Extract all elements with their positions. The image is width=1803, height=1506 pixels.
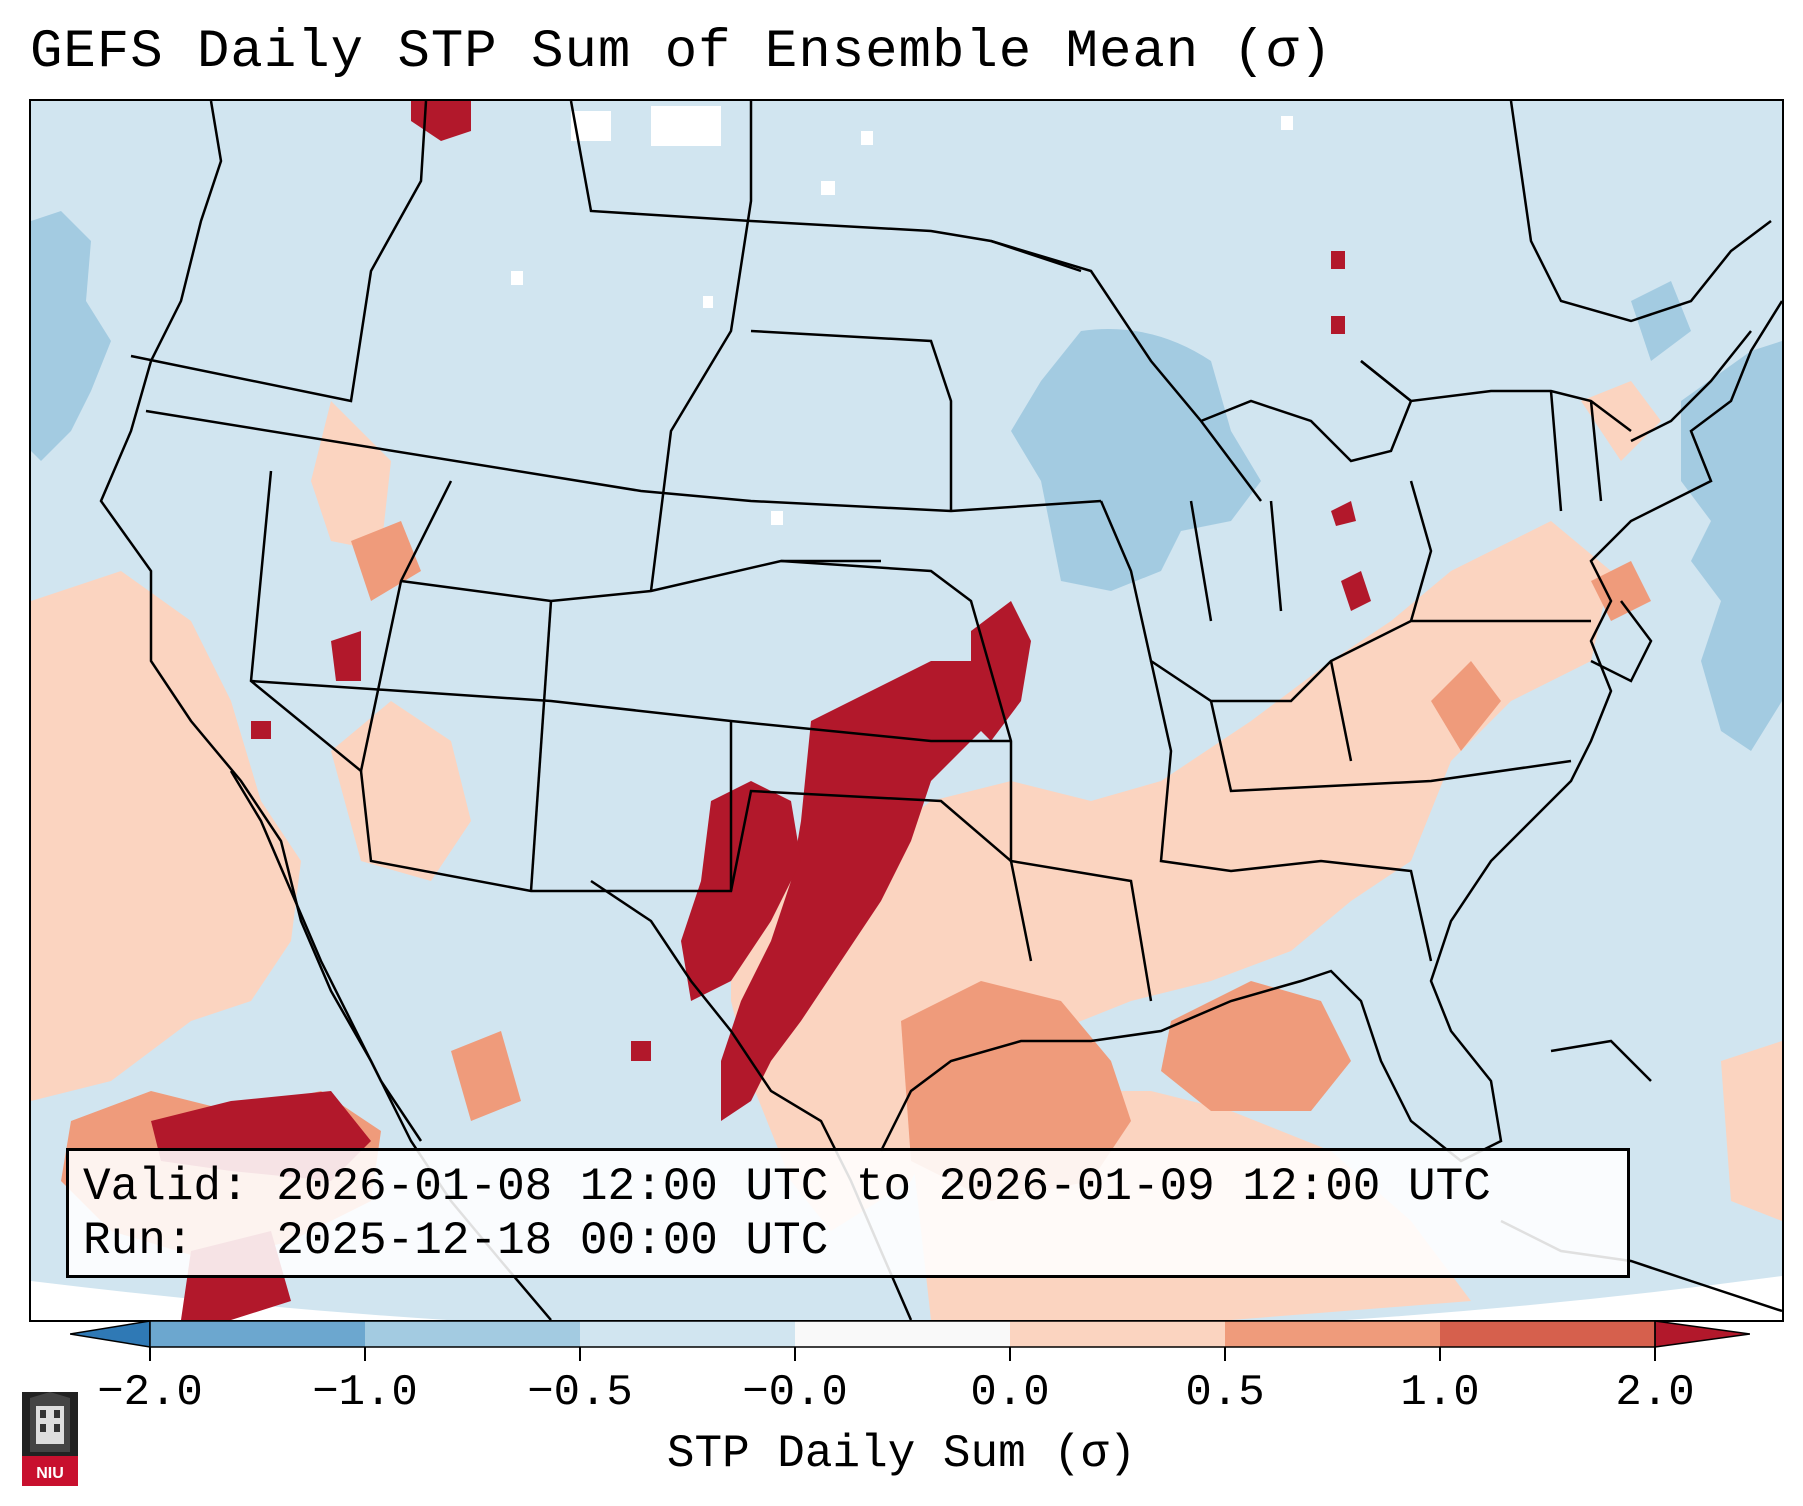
colorbar-segments — [70, 1320, 1750, 1348]
colorbar-tick-marks — [149, 1347, 1656, 1361]
colorbar — [70, 1320, 1750, 1361]
boundary-lines — [99, 101, 1782, 1320]
colorbar-segment — [1440, 1321, 1655, 1347]
colorbar-segment — [365, 1321, 580, 1347]
colorbar-outline — [149, 1320, 1656, 1348]
colorbar-extend-low — [70, 1320, 151, 1348]
colorbar-label: STP Daily Sum (σ) — [666, 1428, 1137, 1480]
valid-run-info-box: Valid: 2026-01-08 12:00 UTC to 2026-01-0… — [66, 1148, 1630, 1278]
map-canvas — [31, 101, 1782, 1320]
colorbar-tick-label: 0.5 — [1185, 1368, 1265, 1418]
run-time-text: Run: 2025-12-18 00:00 UTC — [83, 1215, 829, 1267]
chart-title: GEFS Daily STP Sum of Ensemble Mean (σ) — [30, 22, 1333, 83]
colorbar-tick-label: −2.0 — [97, 1368, 203, 1418]
colorbar-segment — [150, 1321, 365, 1347]
near-zero-cells — [511, 106, 1293, 525]
colorbar-tick-label: 2.0 — [1615, 1368, 1695, 1418]
colorbar-segment — [1010, 1321, 1225, 1347]
colorbar-tick-label: 1.0 — [1400, 1368, 1480, 1418]
valid-time-text: Valid: 2026-01-08 12:00 UTC to 2026-01-0… — [83, 1161, 1491, 1213]
colorbar-segment — [795, 1321, 1010, 1347]
logo-text: NIU — [36, 1465, 64, 1482]
colorbar-segment — [580, 1321, 795, 1347]
map-panel — [29, 99, 1784, 1322]
colorbar-extend-high — [1654, 1320, 1750, 1348]
colorbar-tick-label: 0.0 — [970, 1368, 1050, 1418]
colorbar-tick-label: −1.0 — [312, 1368, 418, 1418]
colorbar-tick-label: −0.0 — [742, 1368, 848, 1418]
colorbar-segment — [1225, 1321, 1440, 1347]
negative-anomaly-areas — [31, 211, 1782, 751]
niu-logo-icon: NIU — [22, 1392, 78, 1486]
colorbar-tick-label: −0.5 — [527, 1368, 633, 1418]
